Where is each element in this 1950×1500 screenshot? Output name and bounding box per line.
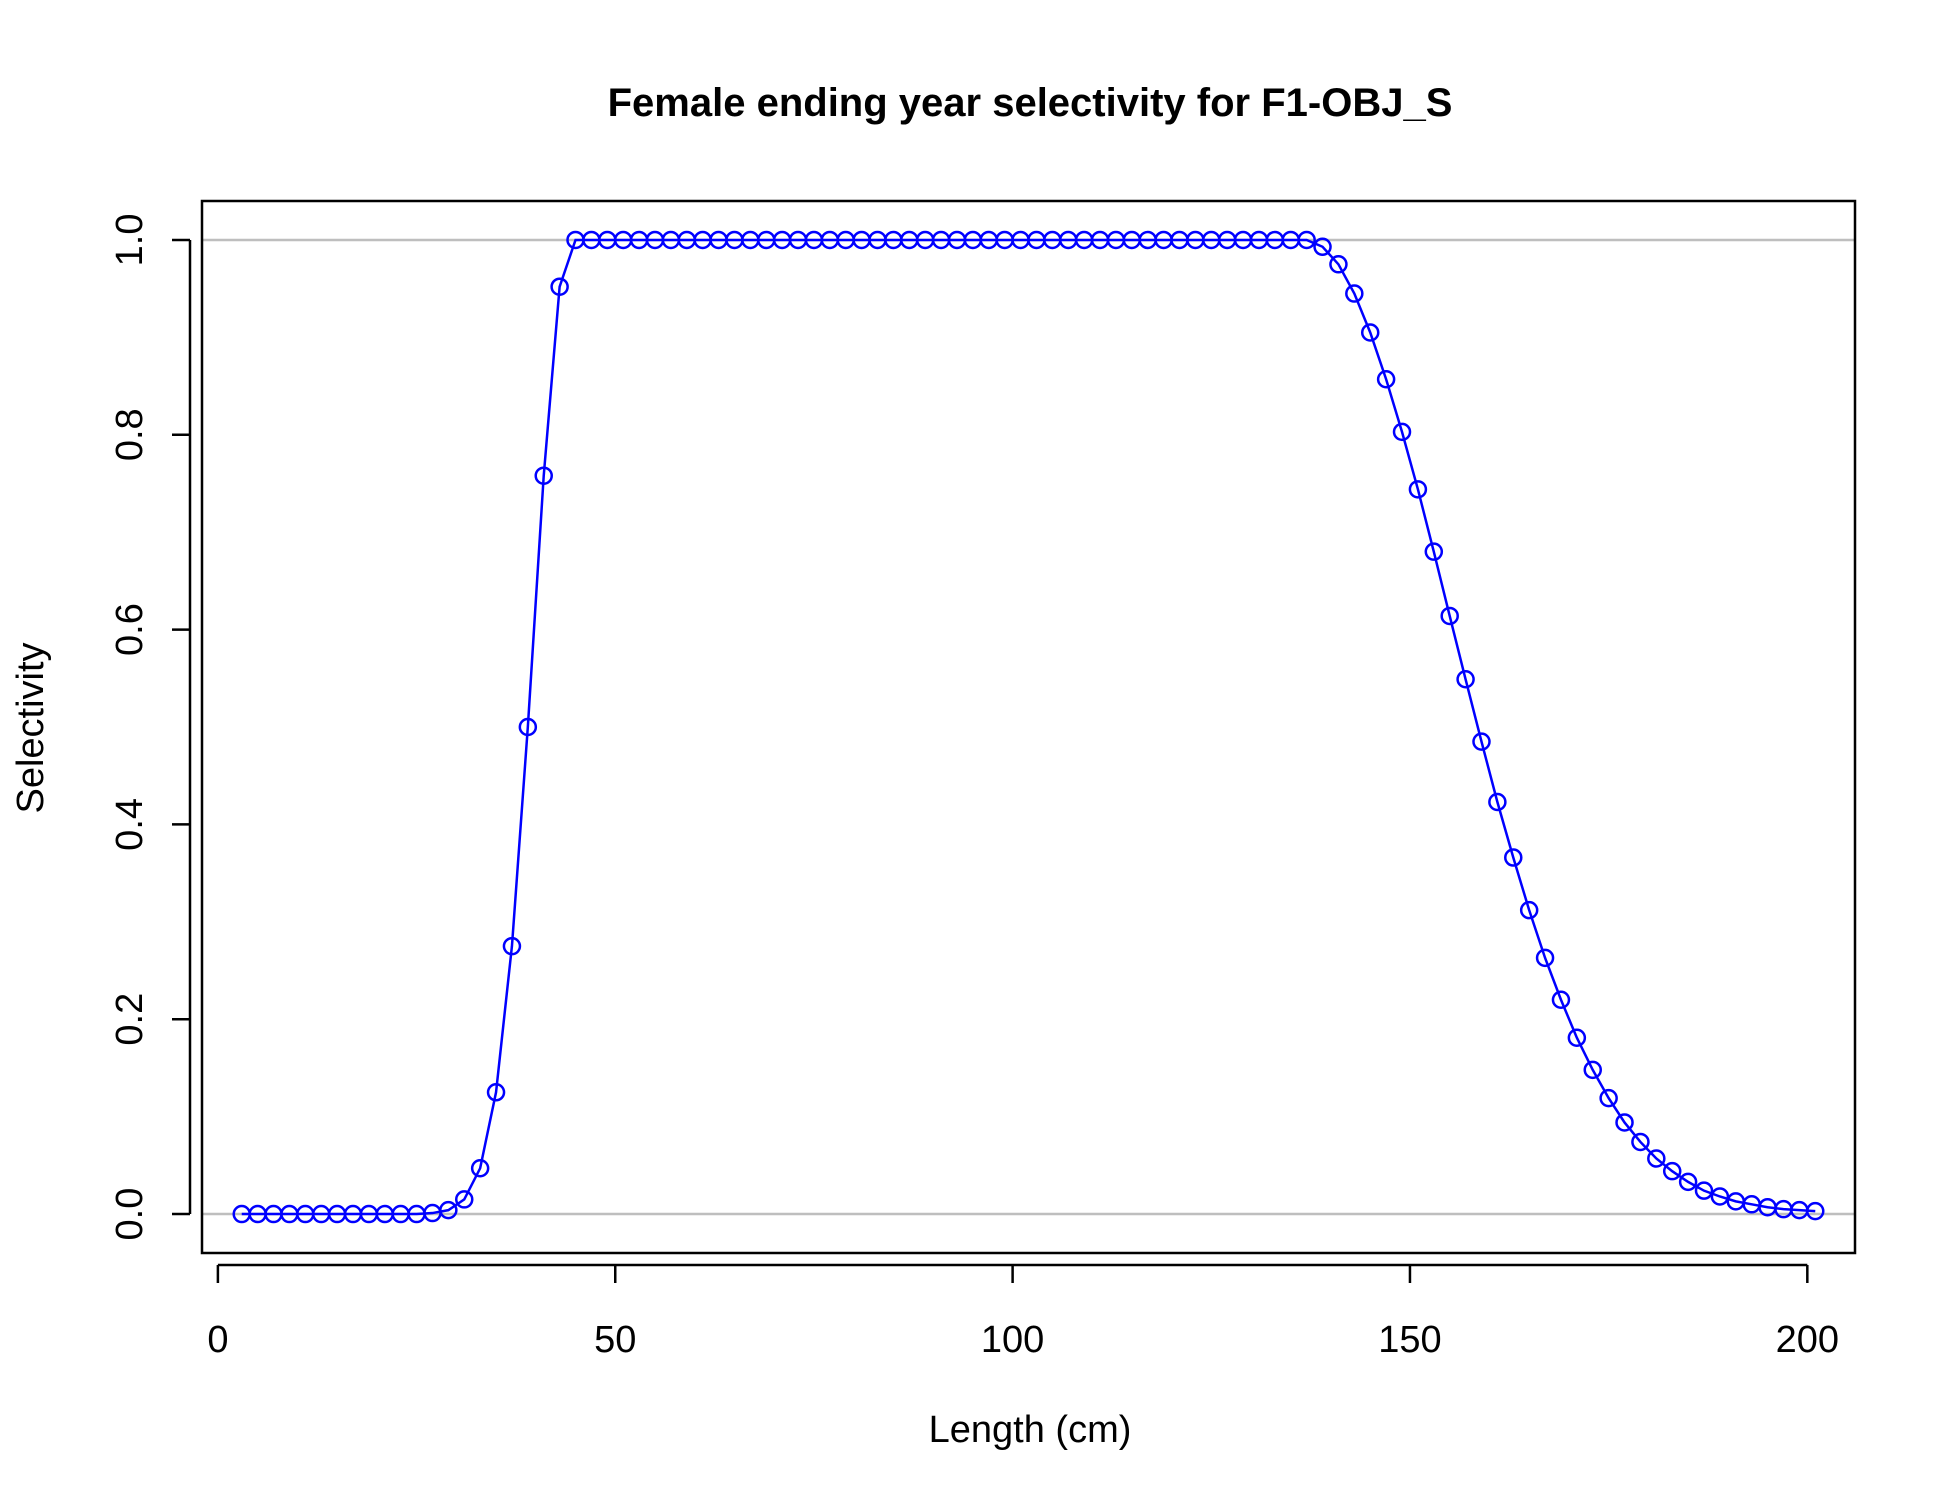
data-point [1806,1201,1825,1221]
data-point [470,1159,490,1178]
y-axis-label: Selectivity [10,642,52,813]
data-point [1583,1060,1602,1080]
reference-lines [202,238,1855,1216]
data-point [1329,255,1348,274]
y-tick-label: 0.4 [109,798,151,851]
data-point [1440,606,1459,626]
data-point [534,466,553,485]
data-point [1567,1028,1587,1047]
x-axis: 0 50 100 150 200 [207,1263,1839,1361]
data-point [1392,422,1412,442]
data-point [1488,792,1507,812]
y-tick-label: 0.6 [109,603,151,656]
x-tick-label: 0 [207,1319,228,1361]
x-axis-label: Length (cm) [929,1409,1132,1451]
data-point [486,1083,506,1102]
data-point [1408,480,1428,499]
x-tick-label: 100 [981,1319,1044,1361]
data-point [1297,230,1316,250]
data-point [1647,1149,1666,1168]
data-point [550,277,569,296]
data-point [1662,1161,1682,1181]
data-point [1472,732,1491,751]
data-points [232,230,1825,1224]
y-tick-label: 0.8 [109,408,151,461]
chart-title: Female ending year selectivity for F1-OB… [608,81,1453,125]
y-tick-label: 1.0 [109,214,151,267]
data-point [1519,900,1539,920]
data-point [1631,1132,1650,1152]
data-point [1678,1172,1698,1192]
data-point [439,1200,458,1220]
y-tick-label: 0.0 [109,1188,151,1241]
data-point [1360,323,1380,342]
x-tick-label: 200 [1776,1319,1839,1361]
data-point [1504,848,1523,867]
plot-frame [200,199,1857,1255]
data-point [1376,370,1396,389]
data-point [1615,1113,1634,1132]
x-tick-label: 50 [594,1319,636,1361]
data-point [1599,1088,1618,1108]
data-point [1535,948,1555,968]
data-point [1345,284,1364,303]
data-point [1710,1187,1730,1206]
y-tick-label: 0.2 [109,993,151,1046]
data-point [502,936,522,956]
x-tick-label: 150 [1378,1319,1441,1361]
y-axis: 0.0 0.2 0.4 0.6 0.8 1.0 [109,214,192,1241]
data-point [1694,1181,1714,1200]
data-point [1551,990,1571,1009]
selectivity-series-line [241,238,1816,1216]
data-point [518,717,538,737]
data-point [1456,670,1475,689]
data-point [455,1190,474,1209]
data-point [1424,542,1444,561]
data-point [1313,237,1332,257]
